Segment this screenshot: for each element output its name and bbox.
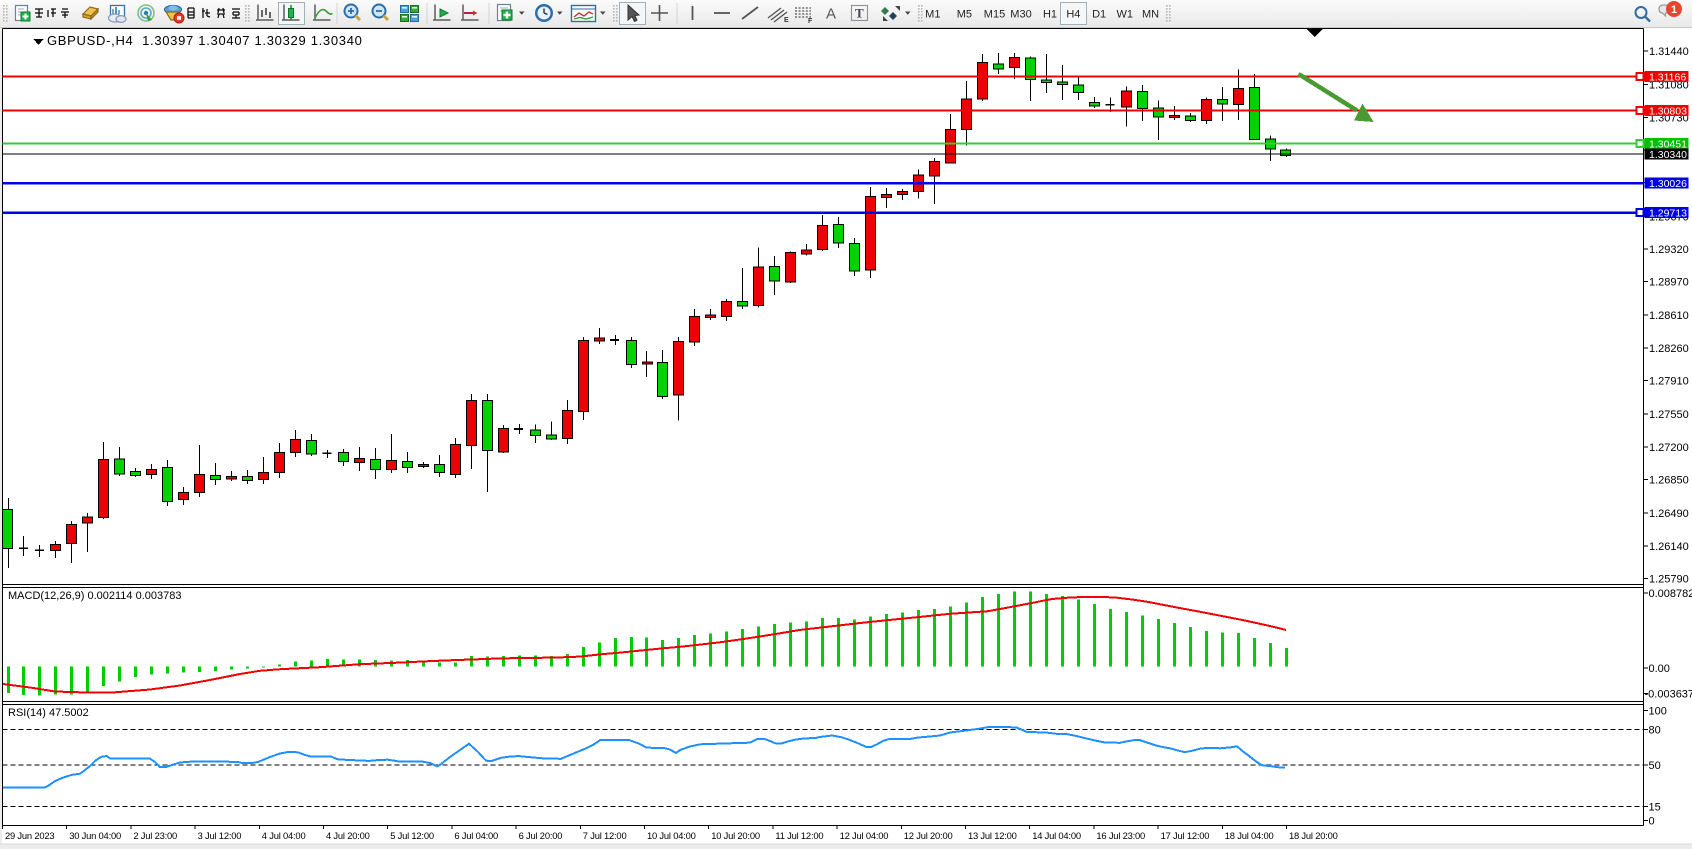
svg-text:3 Jul 12:00: 3 Jul 12:00 [198,830,242,841]
svg-text:GBPUSD-,H4 1.30397 1.30407 1.: GBPUSD-,H4 1.30397 1.30407 1.30329 1.303… [47,33,363,48]
svg-text:1.27550: 1.27550 [1649,409,1689,421]
svg-text:1.30340: 1.30340 [1649,149,1687,161]
svg-text:7 Jul 12:00: 7 Jul 12:00 [583,830,627,841]
svg-text:1.30026: 1.30026 [1649,178,1687,190]
svg-text:29 Jun 2023: 29 Jun 2023 [5,830,54,841]
svg-text:E: E [784,17,789,24]
svg-text:1.26850: 1.26850 [1649,475,1689,487]
svg-text:M5: M5 [957,9,972,21]
svg-text:F: F [808,18,813,25]
svg-text:1.29320: 1.29320 [1649,244,1689,256]
svg-text:30 Jun 04:00: 30 Jun 04:00 [69,830,121,841]
svg-text:MACD(12,26,9) 0.002114 0.00378: MACD(12,26,9) 0.002114 0.003783 [8,590,181,602]
svg-text:10 Jul 20:00: 10 Jul 20:00 [711,830,760,841]
svg-text:T: T [855,6,864,21]
svg-text:14 Jul 04:00: 14 Jul 04:00 [1032,830,1081,841]
svg-text:1.27910: 1.27910 [1649,376,1689,388]
svg-text:M1: M1 [925,9,940,21]
svg-text:1.26140: 1.26140 [1649,541,1689,553]
svg-text:1.26490: 1.26490 [1649,508,1689,520]
svg-text:D1: D1 [1092,9,1106,21]
svg-text:4 Jul 20:00: 4 Jul 20:00 [326,830,370,841]
svg-text:1.27200: 1.27200 [1649,442,1689,454]
svg-text:6 Jul 04:00: 6 Jul 04:00 [454,830,498,841]
svg-text:M30: M30 [1010,9,1031,21]
svg-text:6 Jul 20:00: 6 Jul 20:00 [519,830,563,841]
svg-text:1.31440: 1.31440 [1649,46,1689,58]
svg-text:18 Jul 04:00: 18 Jul 04:00 [1225,830,1274,841]
svg-text:16 Jul 23:00: 16 Jul 23:00 [1096,830,1145,841]
svg-text:H4: H4 [1066,9,1080,21]
svg-text:W1: W1 [1117,9,1134,21]
svg-text:13 Jul 12:00: 13 Jul 12:00 [968,830,1017,841]
svg-text:A: A [826,6,836,23]
svg-text:M15: M15 [984,9,1005,21]
svg-text:80: 80 [1649,725,1661,737]
svg-text:2 Jul 23:00: 2 Jul 23:00 [133,830,177,841]
svg-text:1.30451: 1.30451 [1649,138,1687,150]
svg-text:-0.003637: -0.003637 [1645,689,1692,701]
svg-text:1.28610: 1.28610 [1649,310,1689,322]
svg-text:0.008782: 0.008782 [1649,588,1692,600]
svg-text:0.00: 0.00 [1649,663,1670,675]
svg-text:17 Jul 12:00: 17 Jul 12:00 [1161,830,1210,841]
svg-text:18 Jul 20:00: 18 Jul 20:00 [1289,830,1338,841]
svg-text:MN: MN [1142,9,1159,21]
svg-text:10 Jul 04:00: 10 Jul 04:00 [647,830,696,841]
svg-text:H1: H1 [1043,9,1057,21]
svg-text:1.30803: 1.30803 [1649,105,1687,117]
svg-text:12 Jul 20:00: 12 Jul 20:00 [904,830,953,841]
svg-text:11 Jul 12:00: 11 Jul 12:00 [775,830,823,841]
svg-text:15: 15 [1649,802,1661,814]
svg-text:1.25790: 1.25790 [1649,574,1689,586]
svg-text:12 Jul 04:00: 12 Jul 04:00 [840,830,889,841]
svg-text:1.28970: 1.28970 [1649,277,1689,289]
svg-text:5 Jul 12:00: 5 Jul 12:00 [390,830,434,841]
svg-text:50: 50 [1649,760,1661,772]
svg-text:0: 0 [1649,816,1655,828]
svg-text:RSI(14) 47.5002: RSI(14) 47.5002 [8,707,89,719]
svg-text:1.29713: 1.29713 [1649,207,1687,219]
svg-text:100: 100 [1649,706,1667,718]
svg-text:1: 1 [1671,4,1677,16]
svg-text:1.31080: 1.31080 [1649,80,1689,92]
svg-text:4 Jul 04:00: 4 Jul 04:00 [262,830,306,841]
svg-text:1.28260: 1.28260 [1649,343,1689,355]
svg-text:1.31166: 1.31166 [1649,71,1686,83]
